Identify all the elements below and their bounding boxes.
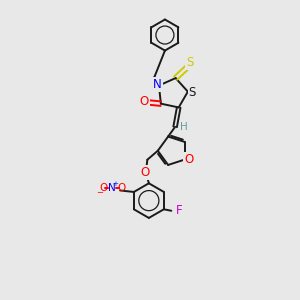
Text: O: O — [99, 183, 107, 193]
Text: N: N — [108, 183, 116, 193]
Text: O: O — [140, 95, 149, 108]
Text: O: O — [140, 166, 149, 179]
Text: S: S — [189, 86, 196, 99]
Text: O: O — [117, 183, 125, 193]
Text: F: F — [176, 204, 182, 217]
Text: O: O — [184, 153, 194, 166]
Text: S: S — [186, 56, 193, 69]
Text: H: H — [180, 122, 188, 133]
Text: −: − — [96, 188, 103, 197]
Text: +: + — [113, 181, 118, 187]
Text: N: N — [153, 78, 162, 92]
